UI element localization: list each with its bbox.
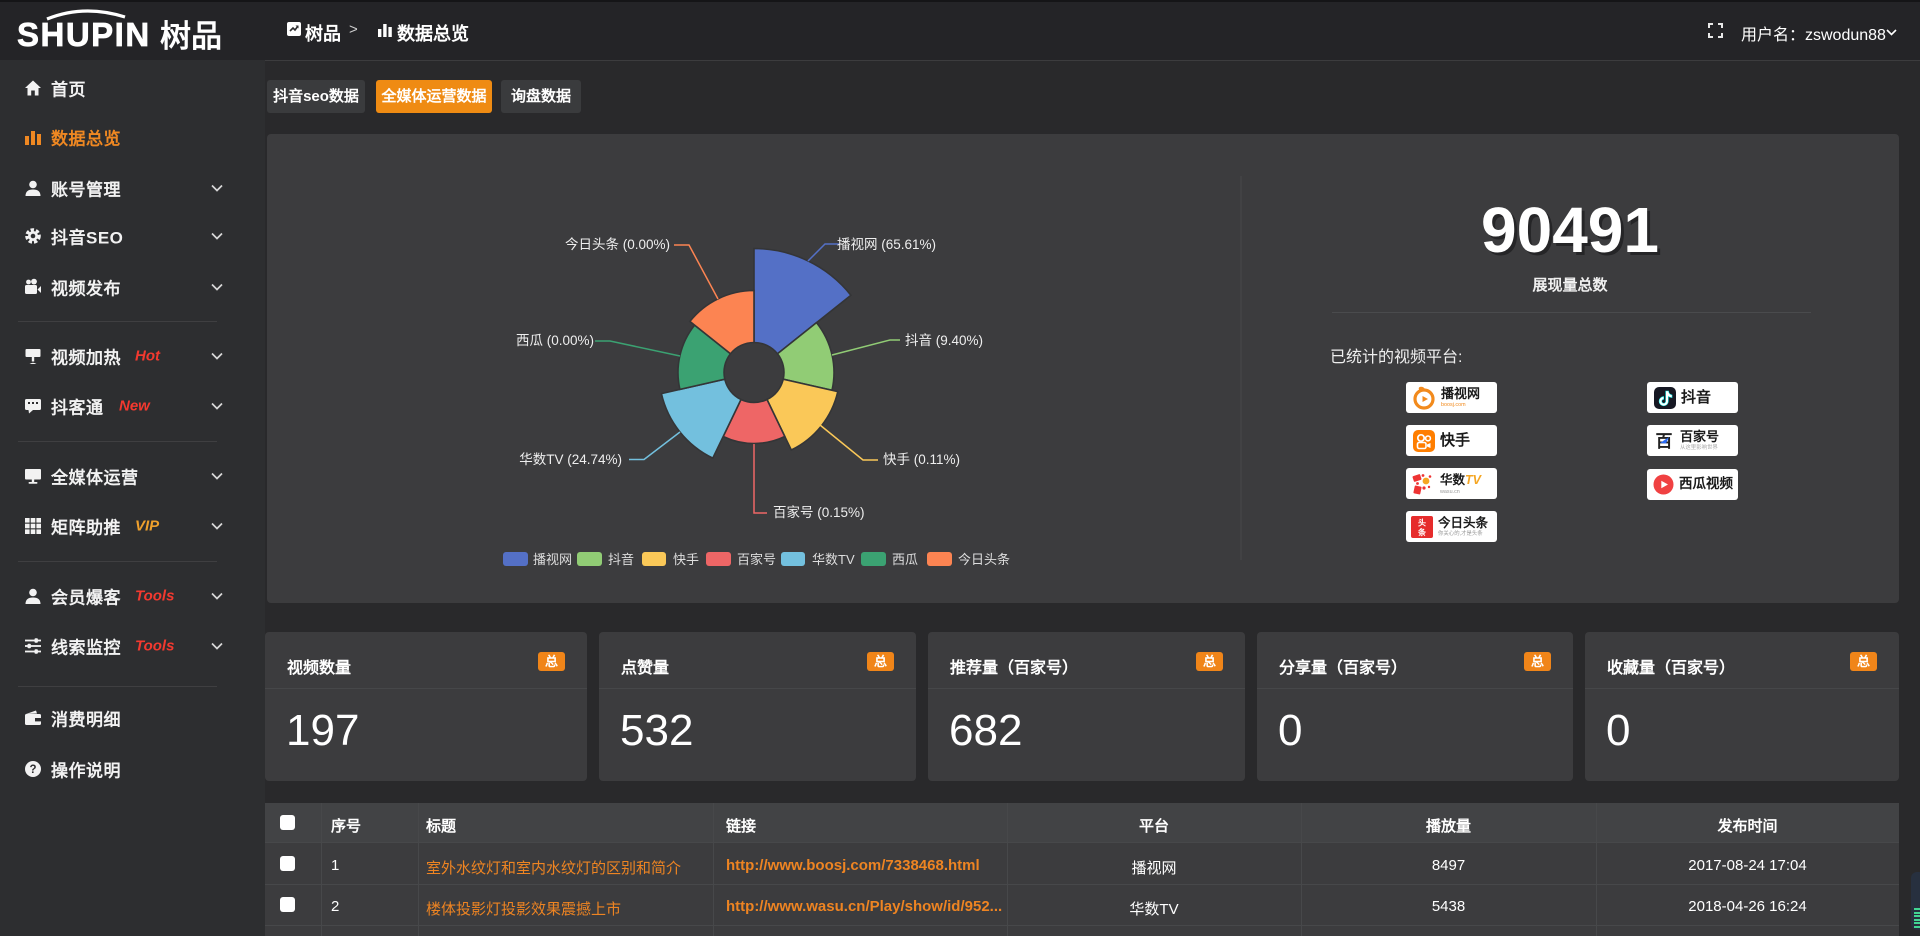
- svg-text:90491: 90491: [1481, 194, 1659, 266]
- svg-text:?: ?: [29, 764, 36, 776]
- svg-text:播视网: 播视网: [533, 552, 572, 567]
- svg-text:华数TV: 华数TV: [812, 552, 855, 567]
- svg-text:华数TV (24.74%): 华数TV (24.74%): [519, 452, 622, 467]
- svg-text:树品: 树品: [160, 19, 222, 54]
- svg-text:头: 头: [1418, 517, 1426, 527]
- svg-text:西瓜 (0.00%): 西瓜 (0.00%): [516, 333, 594, 348]
- svg-text:抖音 (9.40%): 抖音 (9.40%): [905, 332, 983, 348]
- svg-text:快手: 快手: [673, 552, 699, 567]
- svg-text:抖音: 抖音: [608, 552, 634, 567]
- svg-text:展现量总数: 展现量总数: [1532, 276, 1608, 294]
- svg-text:播视网 (65.61%): 播视网 (65.61%): [837, 237, 936, 252]
- svg-text:90491: 90491: [1484, 197, 1662, 269]
- svg-text:快手 (0.11%): 快手 (0.11%): [883, 452, 960, 467]
- svg-text:今日头条 (0.00%): 今日头条 (0.00%): [565, 236, 670, 252]
- svg-text:SHUPIN: SHUPIN: [17, 16, 151, 53]
- svg-text:已统计的视频平台:: 已统计的视频平台:: [1330, 348, 1462, 366]
- svg-text:条: 条: [1417, 527, 1427, 537]
- svg-text:百家号 (0.15%): 百家号 (0.15%): [773, 504, 865, 520]
- svg-text:西瓜: 西瓜: [892, 552, 918, 567]
- svg-text:今日头条: 今日头条: [958, 552, 1010, 567]
- svg-text:百家号: 百家号: [737, 552, 776, 567]
